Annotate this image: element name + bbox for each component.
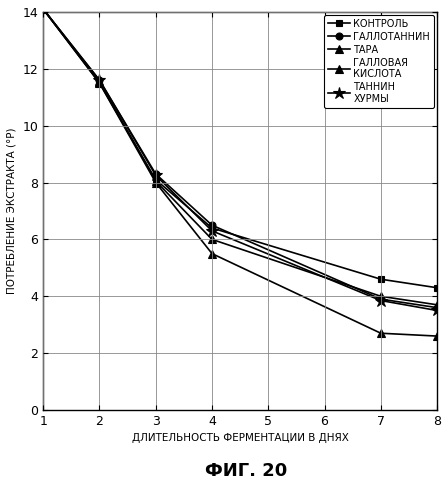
Legend: КОНТРОЛЬ, ГАЛЛОТАННИН, ТАРА, ГАЛЛОВАЯ
КИСЛОТА, ТАННИН
ХУРМЫ: КОНТРОЛЬ, ГАЛЛОТАННИН, ТАРА, ГАЛЛОВАЯ КИ…: [324, 15, 434, 108]
Text: ФИГ. 20: ФИГ. 20: [205, 462, 288, 480]
Y-axis label: ПОТРЕБЛЕНИЕ ЭКСТРАКТА (°Р): ПОТРЕБЛЕНИЕ ЭКСТРАКТА (°Р): [7, 128, 17, 294]
X-axis label: ДЛИТЕЛЬНОСТЬ ФЕРМЕНТАЦИИ В ДНЯХ: ДЛИТЕЛЬНОСТЬ ФЕРМЕНТАЦИИ В ДНЯХ: [132, 434, 349, 444]
